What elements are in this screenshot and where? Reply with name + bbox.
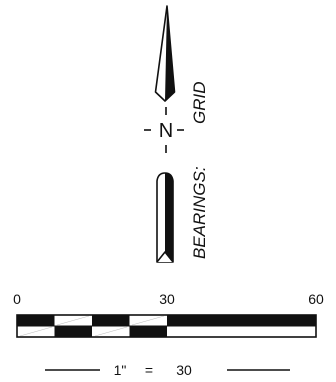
grid-label: GRID [190,82,209,125]
bearings-label: BEARINGS: [190,166,209,259]
scale-ratio-left: 1" [114,362,127,378]
scale-cell-bottom-5 [167,326,316,337]
scale-tick-labels: 0 30 60 [13,291,324,307]
scale-hatch [19,315,165,337]
scale-ratio: 1" = 30 [45,362,290,378]
scale-cell-top-3 [92,315,130,326]
scale-cell-bottom-2 [54,326,92,337]
north-letter: N [159,120,173,142]
scale-ratio-equals: = [145,362,153,378]
scale-bar [16,314,317,338]
north-arrow-lower [156,172,174,263]
scale-tick-label-30: 30 [159,291,175,307]
north-crosshair [144,107,184,153]
scale-cell-bottom-4 [129,326,167,337]
scale-tick-label-60: 60 [308,291,324,307]
scale-tick-label-0: 0 [13,291,21,307]
scale-ratio-right: 30 [176,362,192,378]
scale-cell-top-5 [167,315,316,326]
scale-cell-top-1 [17,315,55,326]
north-arrow-upper [154,5,176,102]
